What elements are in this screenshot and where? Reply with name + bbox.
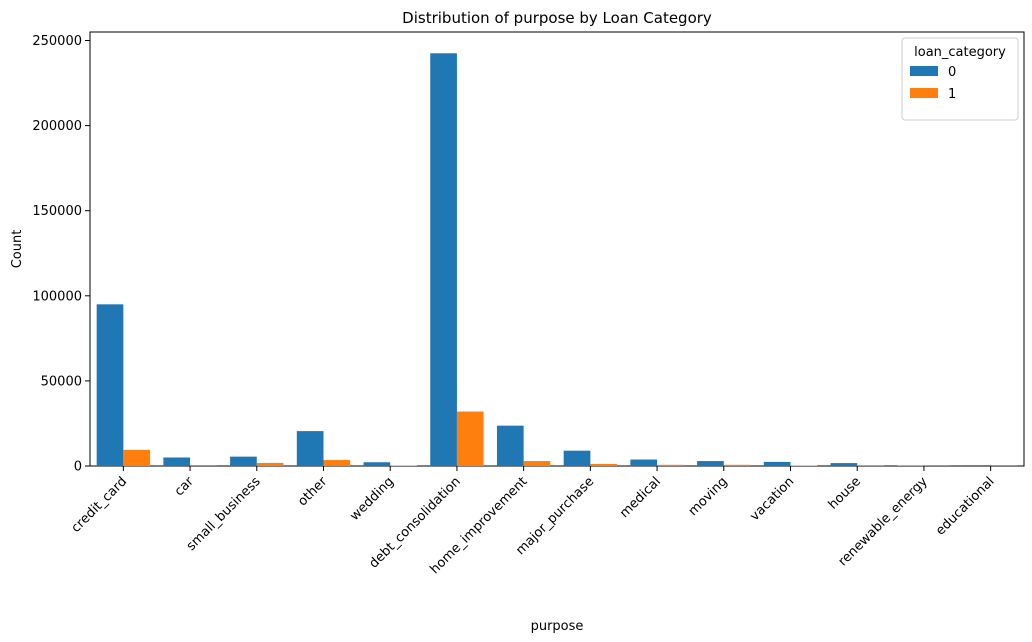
chart-title: Distribution of purpose by Loan Category (402, 9, 712, 27)
legend: loan_category 0 1 (901, 37, 1019, 121)
bar-vacation-series-0 (763, 461, 791, 466)
bars-group (96, 53, 1018, 467)
bar-moving-series-0 (697, 461, 724, 466)
bar-medical-series-0 (630, 459, 658, 466)
y-tick-label: 50000 (41, 374, 82, 389)
legend-label-0: 0 (948, 65, 956, 80)
bar-house-series-0 (830, 463, 858, 466)
y-tick-label: 0 (74, 460, 82, 475)
x-axis-label: purpose (531, 619, 584, 634)
bar-home_improvement-series-0 (496, 425, 524, 466)
y-tick-label: 100000 (32, 289, 82, 304)
bar-small_business-series-1 (256, 462, 284, 466)
y-tick-label: 200000 (32, 119, 82, 134)
x-tick-label-small_business: small_business (184, 474, 264, 554)
x-tick-label-wedding: wedding (347, 474, 397, 524)
bar-debt_consolidation-series-1 (456, 411, 484, 466)
bar-vacation-series-1 (790, 465, 818, 466)
x-tick-label-other: other (295, 474, 331, 510)
bar-credit_card-series-0 (96, 304, 124, 466)
y-tick-label: 150000 (32, 204, 82, 219)
bar-small_business-series-0 (230, 456, 257, 466)
x-tick-label-house: house (826, 474, 864, 512)
bar-house-series-1 (857, 465, 884, 466)
x-tick-label-moving: moving (686, 474, 731, 519)
legend-swatch-0 (910, 66, 938, 76)
x-tick-label-car: car (172, 474, 198, 500)
y-axis: 0 50000 100000 150000 200000 250000 (32, 34, 90, 475)
bar-major_purchase-series-0 (563, 450, 591, 466)
bar-medical-series-1 (657, 464, 684, 466)
legend-frame (901, 37, 1019, 121)
bar-debt_consolidation-series-0 (430, 53, 457, 467)
bar-renewable_energy-series-0 (897, 465, 924, 466)
bar-moving-series-1 (723, 464, 751, 466)
bar-credit_card-series-1 (123, 449, 151, 466)
legend-swatch-1 (910, 88, 938, 98)
x-tick-label-credit_card: credit_card (69, 474, 131, 536)
x-tick-label-vacation: vacation (747, 474, 797, 524)
x-tick-label-medical: medical (617, 474, 664, 521)
bar-car-series-1 (190, 464, 217, 466)
bar-home_improvement-series-1 (523, 461, 551, 466)
plot-frame (89, 31, 1025, 467)
bar-car-series-0 (163, 457, 191, 466)
bar-major_purchase-series-1 (590, 463, 618, 466)
legend-label-1: 1 (948, 87, 956, 102)
x-tick-label-educational: educational (933, 474, 997, 538)
bar-other-series-1 (323, 460, 351, 466)
y-tick-label: 250000 (32, 34, 82, 49)
legend-title: loan_category (914, 45, 1006, 60)
y-axis-label: Count (10, 230, 25, 269)
bar-wedding-series-0 (363, 462, 391, 466)
bar-other-series-0 (296, 431, 324, 466)
bar-educational-series-0 (963, 465, 991, 466)
bar-wedding-series-1 (390, 465, 417, 466)
